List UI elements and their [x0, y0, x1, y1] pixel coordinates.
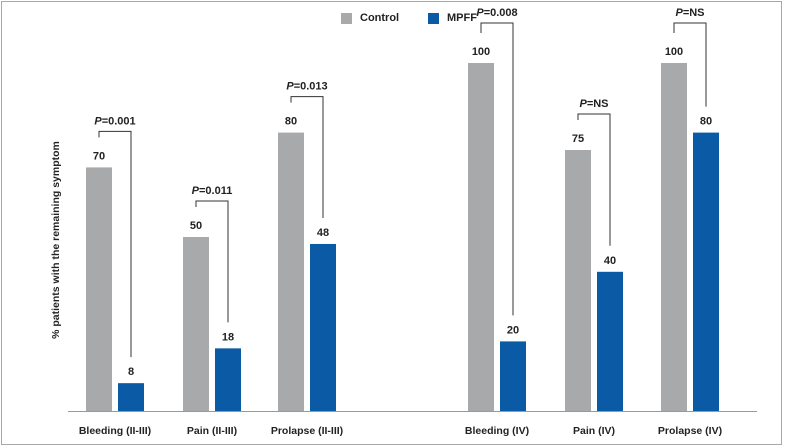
- legend-label-mpff: MPFF: [447, 12, 477, 24]
- significance-bracket-pain-ii-iii: [195, 200, 229, 323]
- p-value-label-pain-ii-iii: P=0.011: [192, 185, 233, 197]
- significance-bracket-prolapse-iv: [673, 22, 707, 107]
- p-value-label-bleeding-ii-iii: P=0.001: [94, 115, 135, 127]
- x-tick-label-bleeding-iv: Bleeding (IV): [465, 425, 529, 437]
- x-tick-label-prolapse-ii-iii: Prolapse (II-III): [271, 425, 343, 437]
- bar-mpff-bleeding-iv: [500, 341, 526, 411]
- significance-bracket-pain-iv: [577, 113, 611, 246]
- bar-control-bleeding-ii-iii: [86, 167, 112, 411]
- legend-swatch-mpff: [428, 12, 439, 24]
- legend-item-mpff: MPFF: [428, 12, 477, 24]
- bar-control-pain-iv: [565, 150, 591, 411]
- bar-mpff-bleeding-ii-iii: [118, 383, 144, 411]
- bar-control-prolapse-ii-iii: [278, 132, 304, 411]
- data-label-control-bleeding-iv: 100: [472, 46, 490, 58]
- data-label-control-prolapse-ii-iii: 80: [285, 116, 297, 128]
- data-label-mpff-prolapse-iv: 80: [700, 116, 712, 128]
- data-label-control-pain-ii-iii: 50: [190, 220, 202, 232]
- bar-mpff-pain-iv: [597, 271, 623, 411]
- x-tick-label-prolapse-iv: Prolapse (IV): [658, 425, 722, 437]
- data-label-mpff-bleeding-iv: 20: [507, 324, 519, 336]
- p-value-label-prolapse-iv: P=NS: [675, 7, 704, 19]
- significance-bracket-bleeding-iv: [480, 22, 514, 316]
- legend-item-control: Control: [341, 12, 399, 24]
- data-label-mpff-prolapse-ii-iii: 48: [317, 227, 329, 239]
- data-label-mpff-bleeding-ii-iii: 8: [128, 366, 134, 378]
- data-label-control-bleeding-ii-iii: 70: [93, 150, 105, 162]
- bar-mpff-prolapse-ii-iii: [310, 243, 336, 411]
- p-value-label-prolapse-ii-iii: P=0.013: [286, 81, 327, 93]
- p-value-label-bleeding-iv: P=0.008: [476, 7, 517, 19]
- bar-mpff-pain-ii-iii: [215, 348, 241, 411]
- data-label-control-pain-iv: 75: [572, 133, 584, 145]
- legend-swatch-control: [341, 12, 352, 24]
- legend-label-control: Control: [360, 12, 400, 24]
- significance-bracket-prolapse-ii-iii: [290, 96, 324, 218]
- x-tick-label-pain-iv: Pain (IV): [573, 425, 615, 437]
- x-tick-label-pain-ii-iii: Pain (II-III): [187, 425, 237, 437]
- bar-control-bleeding-iv: [468, 63, 494, 411]
- p-value-label-pain-iv: P=NS: [579, 98, 608, 110]
- bar-mpff-prolapse-iv: [693, 132, 719, 411]
- significance-bracket-bleeding-ii-iii: [98, 130, 132, 358]
- data-label-mpff-pain-iv: 40: [604, 255, 616, 267]
- bar-control-pain-ii-iii: [183, 237, 209, 411]
- data-label-control-prolapse-iv: 100: [665, 46, 683, 58]
- data-label-mpff-pain-ii-iii: 18: [222, 331, 234, 343]
- x-tick-label-bleeding-ii-iii: Bleeding (II-III): [79, 425, 151, 437]
- bar-control-prolapse-iv: [661, 63, 687, 411]
